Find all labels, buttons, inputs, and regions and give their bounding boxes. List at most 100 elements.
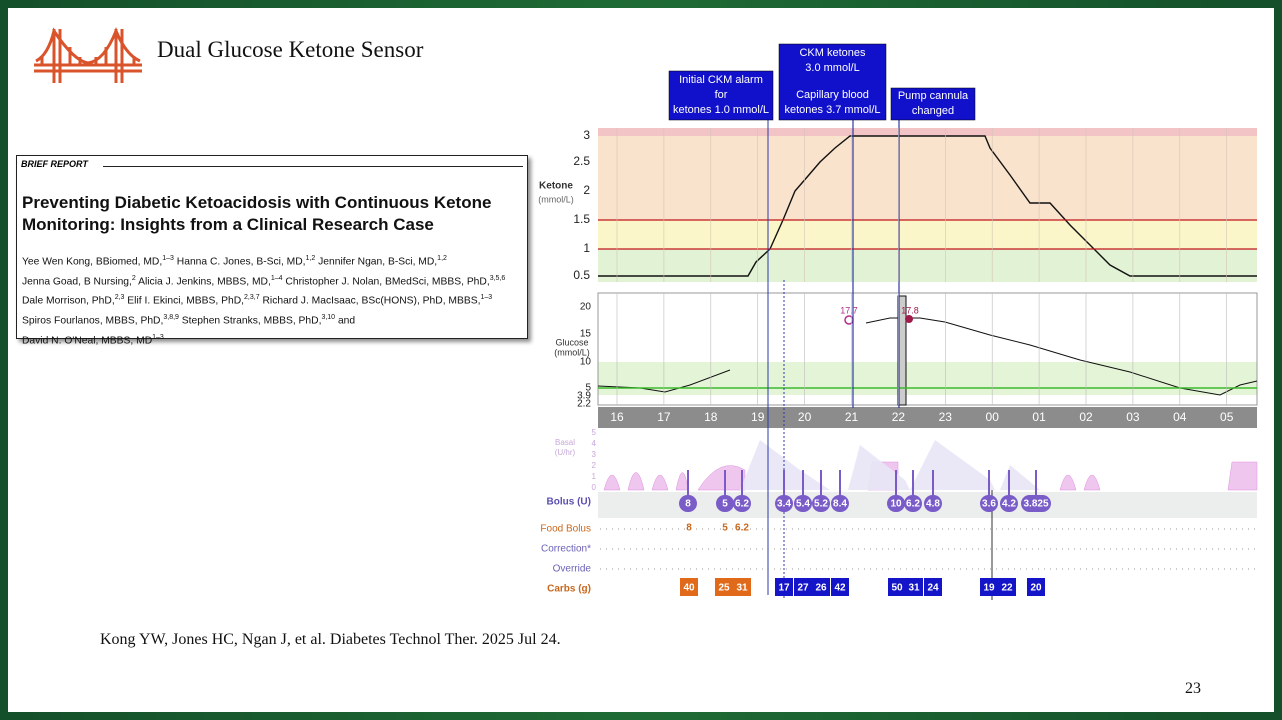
bolus-value: 6.2 xyxy=(906,499,920,510)
callout-text: CKM ketones xyxy=(799,47,866,59)
bolus-badge xyxy=(679,495,697,512)
bolus-value: 8 xyxy=(685,499,691,510)
carb-badge xyxy=(812,578,830,596)
carb-value: 20 xyxy=(1030,583,1042,594)
bolus-badge xyxy=(1021,495,1051,512)
bolus-value: 6.2 xyxy=(735,499,749,510)
row-label: Correction* xyxy=(541,544,591,555)
hour-label: 03 xyxy=(1126,410,1140,424)
title-line: Preventing Diabetic Ketoacidosis with Co… xyxy=(22,193,492,212)
bolus-value: 5.2 xyxy=(814,499,828,510)
author-name: Alicia J. Jenkins, MBBS, MD, xyxy=(135,276,271,288)
hour-label: 02 xyxy=(1079,410,1093,424)
rule xyxy=(103,166,523,167)
carb-value: 22 xyxy=(1001,583,1013,594)
author-name: Christopher J. Nolan, BMedSci, MBBS, PhD… xyxy=(282,276,490,288)
y-tick-label: 5 xyxy=(585,383,591,394)
hour-label: 04 xyxy=(1173,410,1187,424)
carb-badge xyxy=(980,578,998,596)
hour-label: 01 xyxy=(1032,410,1046,424)
carb-badge xyxy=(775,578,793,596)
bolus-badge xyxy=(775,495,793,512)
glucose-curve xyxy=(865,317,1258,396)
bolus-badge xyxy=(980,495,998,512)
bolus-badge xyxy=(733,495,751,512)
author-name: Stephen Stranks, MBBS, PhD, xyxy=(178,315,322,327)
bolus-badge xyxy=(904,495,922,512)
y-tick-label: 3 xyxy=(592,450,597,459)
author-line: David N. O'Neal, MBBS, MD1–3 xyxy=(22,330,505,350)
callout-text: Capillary blood xyxy=(796,89,869,101)
affiliation: 3,8,9 xyxy=(163,314,179,322)
row-label: Override xyxy=(553,564,592,575)
author-name: Richard J. MacIsaac, BSc(HONS), PhD, MBB… xyxy=(259,295,481,307)
hour-label: 05 xyxy=(1220,410,1234,424)
author-name: and xyxy=(335,315,356,327)
bolus-badge xyxy=(794,495,812,512)
affiliation: 3,5,6 xyxy=(489,274,506,282)
bolus-value: 5 xyxy=(722,499,728,510)
callout-box xyxy=(890,87,976,121)
carb-badge xyxy=(1027,578,1045,596)
bolus-value: 4.2 xyxy=(1002,499,1016,510)
callout-text: ketones 1.0 mmol/L xyxy=(673,104,769,116)
carb-badge xyxy=(733,578,751,596)
author-line: Yee Wen Kong, BBiomed, MD,1–3 Hanna C. J… xyxy=(22,251,505,271)
carb-badge xyxy=(680,578,698,596)
page-number: 23 xyxy=(1185,680,1201,697)
row-label: Bolus (U) xyxy=(547,497,591,508)
affiliation: 1–3 xyxy=(162,255,174,262)
hour-label: 18 xyxy=(704,410,718,424)
bolus-badge xyxy=(1000,495,1018,512)
author-name: Spiros Fourlanos, MBBS, PhD, xyxy=(22,315,164,327)
carb-value: 26 xyxy=(815,583,827,594)
carb-badge xyxy=(888,578,906,596)
callout-text: Pump cannula xyxy=(898,90,969,102)
y-tick-label: 1.5 xyxy=(573,212,590,226)
row-label: Food Bolus xyxy=(540,524,591,535)
bolus-badge xyxy=(924,495,942,512)
carb-value: 42 xyxy=(834,583,846,594)
author-name: Yee Wen Kong, BBiomed, MD, xyxy=(22,256,163,268)
y-tick-label: 2 xyxy=(583,183,590,197)
carb-value: 50 xyxy=(891,583,903,594)
axis-label: Ketone xyxy=(539,181,573,192)
affiliation: 2,3 xyxy=(114,294,125,302)
hour-label: 17 xyxy=(657,410,671,424)
affiliation: 1–3 xyxy=(152,333,164,341)
y-tick-label: 0 xyxy=(592,483,597,492)
hour-label: 16 xyxy=(610,410,624,424)
axis-label: (mmol/L) xyxy=(554,347,590,357)
axis-label: Glucose xyxy=(555,337,588,347)
carb-value: 25 xyxy=(718,583,730,594)
logo xyxy=(34,27,142,83)
glucose-label: 17.7 xyxy=(840,305,858,315)
carb-badge xyxy=(831,578,849,596)
affiliation: 3,10 xyxy=(321,314,336,322)
y-tick-label: 4 xyxy=(592,439,597,448)
callout-text: ketones 3.7 mmol/L xyxy=(785,104,881,116)
carb-value: 17 xyxy=(778,583,790,594)
callout-text: Initial CKM alarm xyxy=(679,74,763,86)
author-line: Spiros Fourlanos, MBBS, PhD,3,8,9 Stephe… xyxy=(22,310,505,330)
bolus-value: 10 xyxy=(890,499,902,510)
y-tick-label: 15 xyxy=(580,329,592,340)
row-label: Carbs (g) xyxy=(547,584,591,595)
title-line: Monitoring: Insights from a Clinical Res… xyxy=(22,215,434,234)
author-name: Jenna Goad, B Nursing, xyxy=(22,276,132,288)
section-label: BRIEF REPORT xyxy=(21,159,88,169)
ketone-curve xyxy=(598,135,1257,277)
callout-text: 3.0 mmol/L xyxy=(805,62,859,74)
carb-badge xyxy=(998,578,1016,596)
axis-label: (U/hr) xyxy=(555,448,576,457)
slide-title: Dual Glucose Ketone Sensor xyxy=(157,37,424,62)
carb-badge xyxy=(794,578,812,596)
food-bolus-value: 5 xyxy=(722,523,728,534)
food-bolus-value: 8 xyxy=(686,523,692,534)
citation: Kong YW, Jones HC, Ngan J, et al. Diabet… xyxy=(100,631,561,648)
callout-box xyxy=(778,43,887,121)
axis-label: Basal xyxy=(555,438,575,447)
figure: Initial CKM alarm for ketones 1.0 mmol/L CK… xyxy=(538,43,1258,600)
bolus-badge xyxy=(831,495,849,512)
callout-box xyxy=(668,70,774,121)
